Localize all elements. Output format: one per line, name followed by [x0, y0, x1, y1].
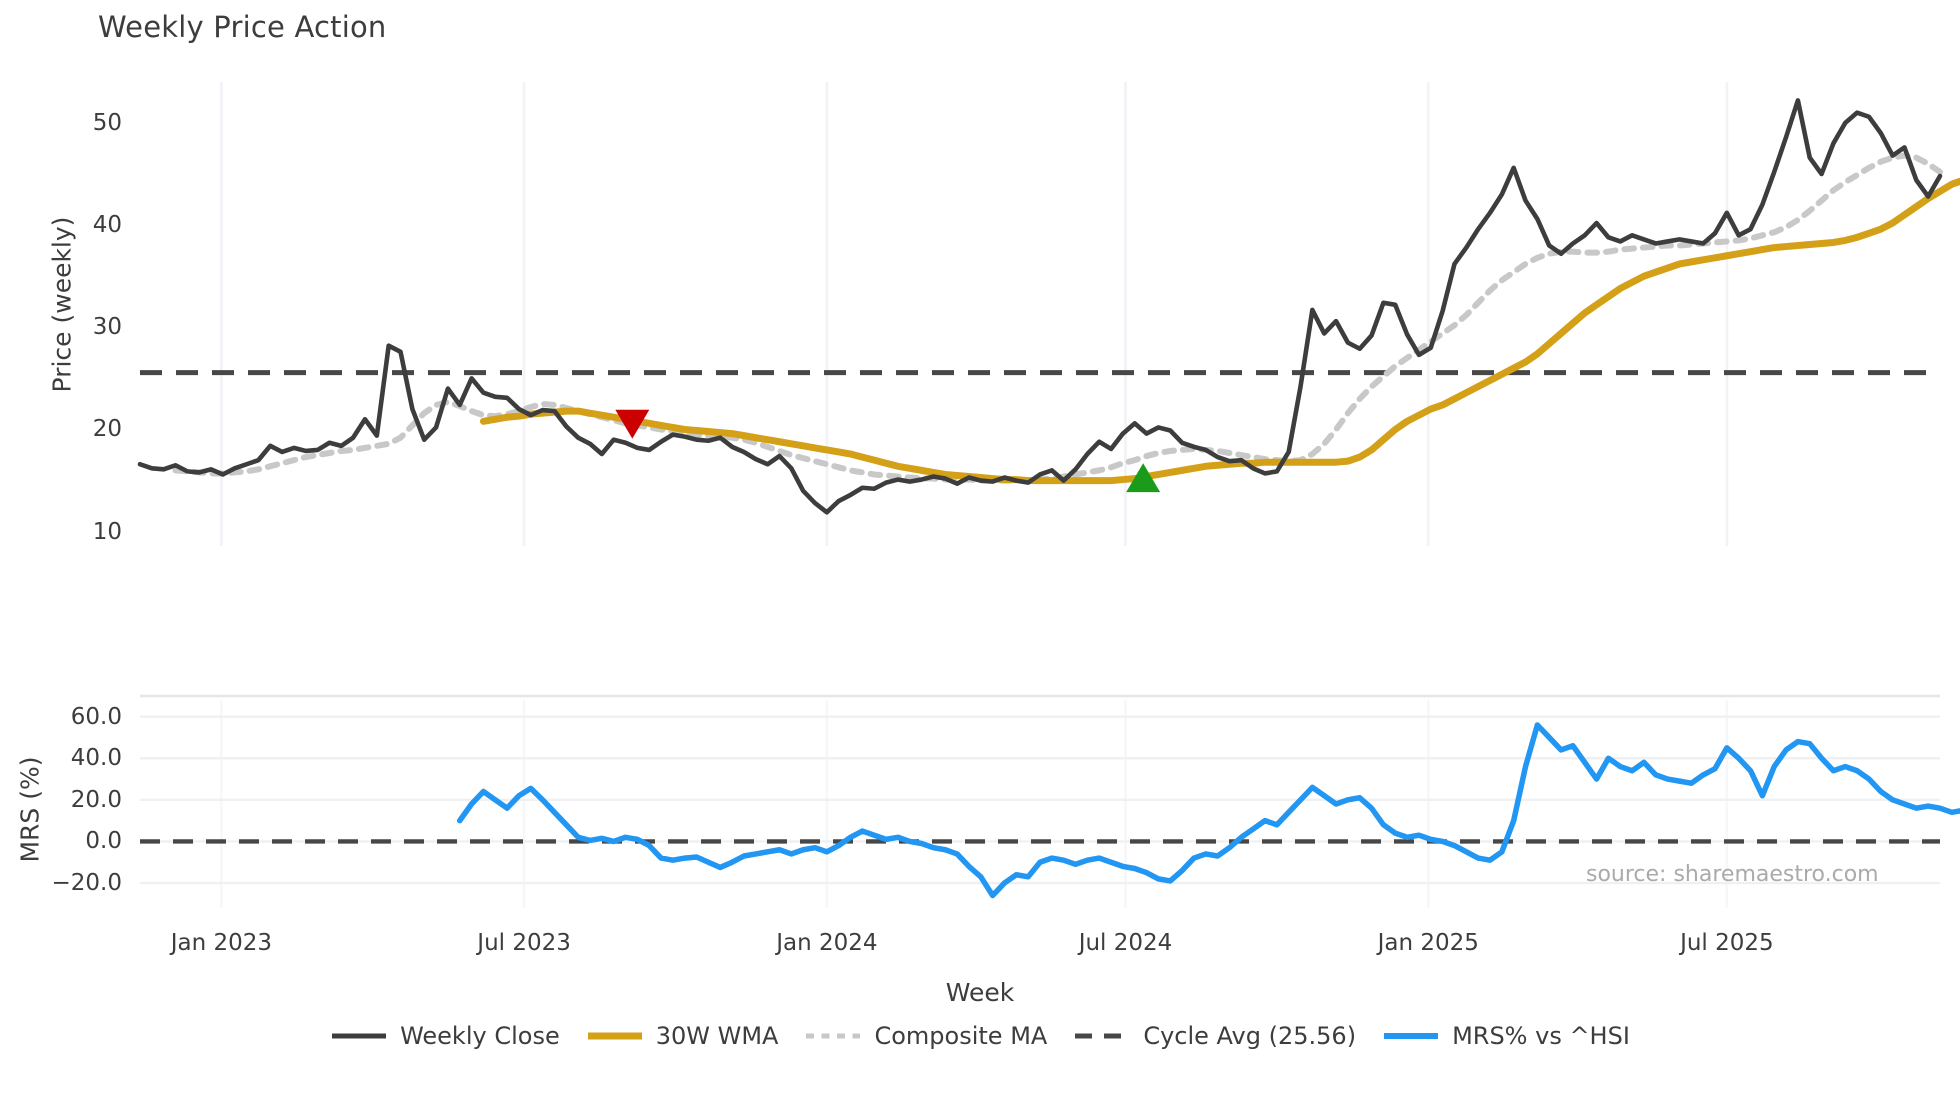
price-y-tick-label: 10: [92, 518, 122, 545]
x-tick-label: Jan 2024: [776, 930, 878, 956]
legend-weekly-close-label: Weekly Close: [400, 1022, 560, 1050]
series-weekly-close: [137, 98, 1943, 515]
legend-30w-wma-swatch: [586, 1027, 644, 1045]
price-y-tick-label: 30: [92, 314, 122, 341]
chart-legend: Weekly Close 30W WMA Composite MA Cycle Avg…: [0, 1022, 1960, 1050]
legend-30w-wma-label: 30W WMA: [655, 1022, 779, 1050]
legend-composite-ma-label: Composite MA: [874, 1022, 1048, 1050]
mrs-y-tick-label: 0.0: [85, 828, 122, 855]
legend-weekly-close[interactable]: Weekly Close: [330, 1022, 560, 1050]
series-30w-wma: [479, 177, 1960, 485]
series-mrs-percent: [456, 722, 1960, 899]
mrs-y-tick-label: 20.0: [70, 786, 122, 813]
mrs-y-tick-label: −20.0: [51, 870, 122, 897]
mrs-y-tick-label: 60.0: [70, 703, 122, 730]
sell-marker: [615, 409, 650, 439]
page-title: Weekly Price Action: [98, 10, 387, 44]
mrs-y-tick-label: 40.0: [70, 745, 122, 772]
price-y-tick-label: 40: [92, 212, 122, 239]
x-tick-label: Jan 2025: [1377, 930, 1479, 956]
legend-cycle-avg[interactable]: Cycle Avg (25.56): [1073, 1022, 1356, 1050]
legend-weekly-close-swatch: [330, 1027, 388, 1045]
price-y-tick-label: 20: [92, 416, 122, 443]
x-tick-label: Jul 2024: [1078, 930, 1173, 956]
x-tick-label: Jan 2023: [170, 930, 273, 956]
legend-cycle-avg-swatch: [1073, 1027, 1131, 1045]
source-watermark: source: sharemaestro.com: [1586, 862, 1879, 887]
buy-marker: [1126, 463, 1161, 493]
legend-composite-ma[interactable]: Composite MA: [804, 1022, 1047, 1050]
legend-cycle-avg-label: Cycle Avg (25.56): [1143, 1022, 1357, 1050]
x-tick-label: Jul 2025: [1680, 930, 1774, 956]
legend-mrs-label: MRS% vs ^HSI: [1452, 1022, 1630, 1050]
x-axis-label: Week: [945, 978, 1015, 1007]
series-composite-ma: [172, 152, 1943, 484]
legend-mrs[interactable]: MRS% vs ^HSI: [1382, 1022, 1630, 1050]
legend-mrs-swatch: [1382, 1027, 1440, 1045]
legend-composite-ma-swatch: [804, 1027, 862, 1045]
x-tick-label: Jul 2023: [477, 930, 571, 956]
legend-30w-wma[interactable]: 30W WMA: [586, 1022, 779, 1050]
price-y-tick-label: 50: [92, 109, 122, 136]
